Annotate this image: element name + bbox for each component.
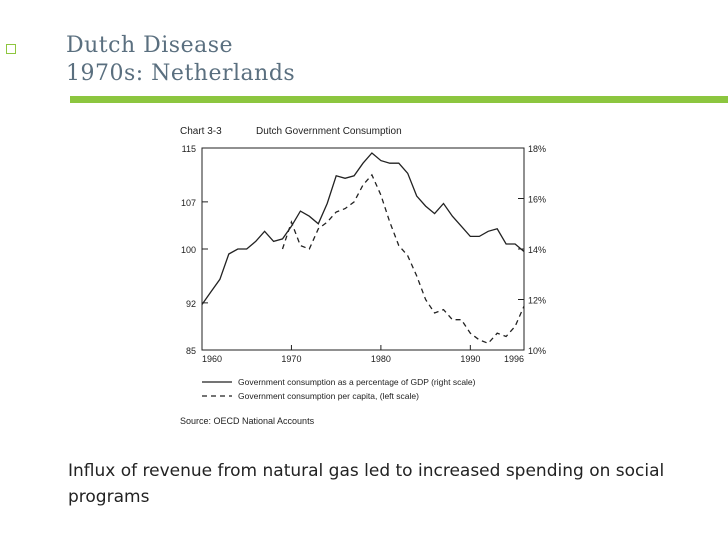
legend-label-dashed: Government consumption per capita, (left… bbox=[238, 391, 419, 401]
series-layer bbox=[201, 152, 525, 345]
plot-frame bbox=[201, 147, 525, 351]
left-axis: 115 107 100 92 85 bbox=[181, 144, 208, 356]
left-tick-label: 92 bbox=[186, 299, 196, 309]
chart-title: Dutch Government Consumption bbox=[256, 126, 402, 137]
slide-title: Dutch Disease 1970s: Netherlands bbox=[66, 32, 295, 88]
left-tick-label: 107 bbox=[181, 198, 196, 208]
chart-svg: Chart 3-3 Dutch Government Consumption 1… bbox=[180, 126, 546, 426]
chart-source: Source: OECD National Accounts bbox=[180, 416, 315, 426]
legend: Government consumption as a percentage o… bbox=[202, 377, 476, 401]
x-tick-label: 1960 bbox=[202, 354, 222, 364]
x-axis: 1960 1970 1980 1990 1996 bbox=[201, 345, 525, 364]
title-divider bbox=[70, 96, 728, 103]
x-tick-label: 1990 bbox=[460, 354, 480, 364]
left-tick-label: 100 bbox=[181, 245, 196, 255]
bullet-square-icon bbox=[6, 44, 16, 54]
right-tick-label: 10% bbox=[528, 346, 546, 356]
x-tick-label: 1980 bbox=[371, 354, 391, 364]
right-tick-label: 16% bbox=[528, 195, 546, 205]
right-axis: 18% 16% 14% 12% 10% bbox=[518, 144, 546, 356]
legend-label-solid: Government consumption as a percentage o… bbox=[238, 377, 476, 387]
left-tick-label: 115 bbox=[182, 144, 196, 154]
title-line-1: Dutch Disease bbox=[66, 33, 234, 58]
series-line-per-capita bbox=[281, 173, 525, 345]
slide-caption: Influx of revenue from natural gas led t… bbox=[68, 461, 665, 507]
right-tick-label: 12% bbox=[528, 296, 546, 306]
chart: Chart 3-3 Dutch Government Consumption 1… bbox=[160, 118, 560, 430]
series-line-gdp-share bbox=[201, 152, 525, 305]
title-line-2: 1970s: Netherlands bbox=[66, 61, 296, 86]
chart-label: Chart 3-3 bbox=[180, 126, 222, 137]
x-tick-label: 1970 bbox=[281, 354, 301, 364]
x-tick-label: 1996 bbox=[504, 354, 524, 364]
right-tick-label: 14% bbox=[528, 245, 546, 255]
right-tick-label: 18% bbox=[528, 144, 546, 154]
left-tick-label: 85 bbox=[186, 346, 196, 356]
